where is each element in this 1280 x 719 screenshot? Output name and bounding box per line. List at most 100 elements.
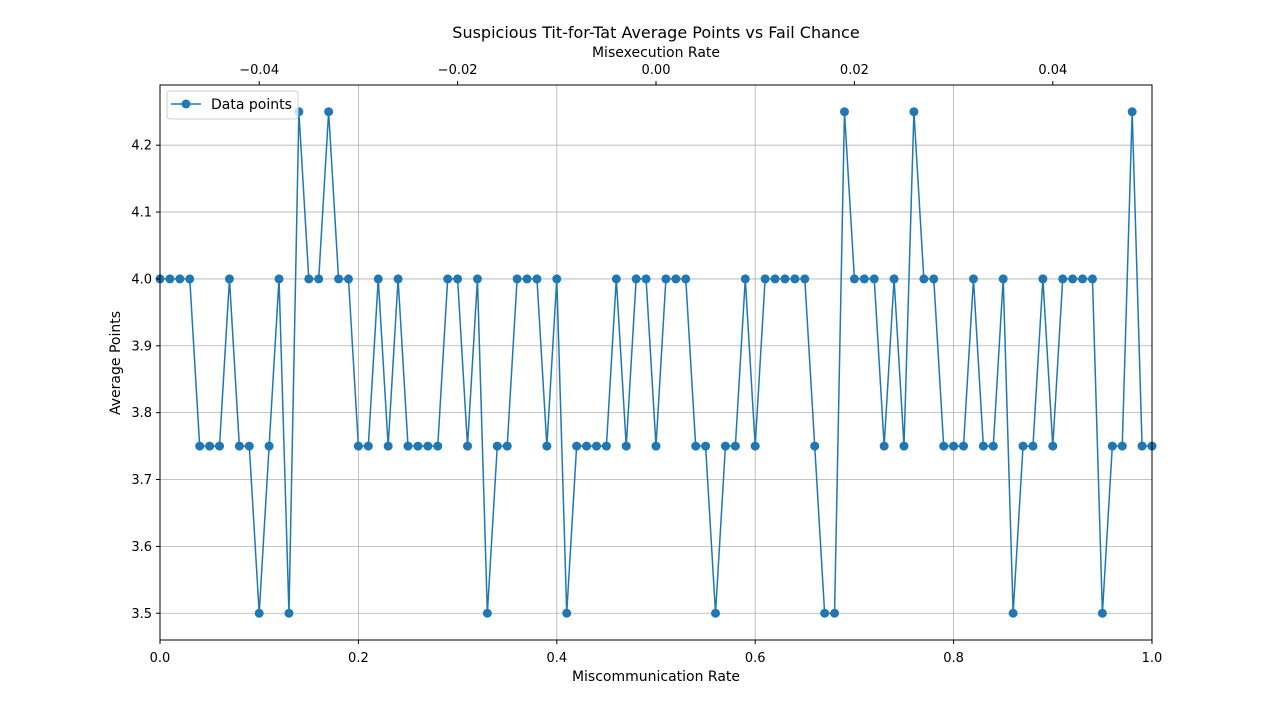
data-point bbox=[949, 441, 959, 451]
data-point bbox=[463, 441, 473, 451]
data-point bbox=[671, 274, 681, 284]
x2-tick-label: 0.00 bbox=[642, 63, 671, 78]
data-point bbox=[522, 274, 532, 284]
data-point bbox=[978, 441, 988, 451]
data-point bbox=[1137, 441, 1147, 451]
data-point bbox=[502, 441, 512, 451]
x-axis-label: Miscommunication Rate bbox=[572, 669, 740, 685]
x-tick-label: 0.6 bbox=[745, 651, 766, 666]
data-point bbox=[413, 441, 423, 451]
data-point bbox=[363, 441, 373, 451]
x-tick-label: 0.0 bbox=[150, 651, 171, 666]
data-point bbox=[720, 441, 730, 451]
data-point bbox=[1058, 274, 1068, 284]
x2-tick-label: −0.02 bbox=[438, 63, 478, 78]
y-tick-label: 3.7 bbox=[131, 473, 152, 488]
data-point bbox=[324, 107, 334, 117]
data-point bbox=[998, 274, 1008, 284]
data-point bbox=[839, 107, 849, 117]
x2-tick-label: −0.04 bbox=[239, 63, 279, 78]
data-point bbox=[224, 274, 234, 284]
data-point bbox=[512, 274, 522, 284]
data-point bbox=[631, 274, 641, 284]
data-point bbox=[443, 274, 453, 284]
data-point bbox=[1107, 441, 1117, 451]
data-point bbox=[919, 274, 929, 284]
series-line bbox=[160, 111, 1152, 614]
data-point bbox=[433, 441, 443, 451]
legend-label: Data points bbox=[211, 97, 292, 113]
data-point bbox=[611, 274, 621, 284]
data-point bbox=[1028, 441, 1038, 451]
data-point bbox=[929, 274, 939, 284]
data-point bbox=[532, 274, 542, 284]
data-point bbox=[472, 274, 482, 284]
data-point bbox=[185, 274, 195, 284]
data-point bbox=[482, 608, 492, 618]
legend-box bbox=[166, 90, 299, 120]
y-tick-label: 3.6 bbox=[131, 540, 152, 555]
data-point bbox=[810, 441, 820, 451]
data-point bbox=[750, 441, 760, 451]
y-tick-label: 4.0 bbox=[131, 272, 152, 287]
data-point bbox=[205, 441, 215, 451]
data-point bbox=[1008, 608, 1018, 618]
data-point bbox=[849, 274, 859, 284]
x-tick-label: 1.0 bbox=[1142, 651, 1163, 666]
y-axis-label: Average Points bbox=[108, 311, 124, 415]
data-point bbox=[254, 608, 264, 618]
data-point bbox=[234, 441, 244, 451]
data-point bbox=[661, 274, 671, 284]
data-point bbox=[572, 441, 582, 451]
data-point bbox=[542, 441, 552, 451]
chart-title: Suspicious Tit-for-Tat Average Points vs… bbox=[452, 23, 859, 42]
data-point bbox=[691, 441, 701, 451]
data-point bbox=[711, 608, 721, 618]
data-point bbox=[264, 441, 274, 451]
data-point bbox=[1097, 608, 1107, 618]
data-point bbox=[681, 274, 691, 284]
data-point bbox=[552, 274, 562, 284]
data-point bbox=[800, 274, 810, 284]
data-point bbox=[889, 274, 899, 284]
data-point bbox=[909, 107, 919, 117]
data-point bbox=[899, 441, 909, 451]
data-point bbox=[651, 441, 661, 451]
data-point bbox=[582, 441, 592, 451]
data-point bbox=[621, 441, 631, 451]
data-point bbox=[353, 441, 363, 451]
secondary-x-axis-label: Misexecution Rate bbox=[592, 45, 720, 61]
data-point bbox=[601, 441, 611, 451]
data-point bbox=[304, 274, 314, 284]
data-point bbox=[770, 274, 780, 284]
grid bbox=[159, 85, 1153, 640]
data-point bbox=[334, 274, 344, 284]
data-point bbox=[939, 441, 949, 451]
data-point bbox=[195, 441, 205, 451]
data-point bbox=[701, 441, 711, 451]
data-point bbox=[1087, 274, 1097, 284]
y-tick-label: 4.1 bbox=[131, 206, 152, 221]
x-tick-label: 0.2 bbox=[348, 651, 369, 666]
data-point bbox=[284, 608, 294, 618]
data-point bbox=[1018, 441, 1028, 451]
data-point bbox=[1127, 107, 1137, 117]
data-point bbox=[988, 441, 998, 451]
data-point bbox=[1068, 274, 1078, 284]
data-point bbox=[968, 274, 978, 284]
data-point bbox=[165, 274, 175, 284]
data-point bbox=[780, 274, 790, 284]
data-point bbox=[1117, 441, 1127, 451]
data-point bbox=[423, 441, 433, 451]
data-point bbox=[244, 441, 254, 451]
data-point bbox=[869, 274, 879, 284]
legend: Data points bbox=[166, 90, 299, 120]
data-point bbox=[820, 608, 830, 618]
axis-ticks: 0.0 0.2 0.4 0.6 0.8 1.0 −0.04 −0.02 0.00 0.02 0.04… bbox=[131, 63, 1162, 666]
x-tick-label: 0.8 bbox=[943, 651, 964, 666]
data-point bbox=[453, 274, 463, 284]
x-tick-label: 0.4 bbox=[546, 651, 567, 666]
y-tick-label: 3.9 bbox=[131, 339, 152, 354]
y-tick-label: 3.8 bbox=[131, 406, 152, 421]
